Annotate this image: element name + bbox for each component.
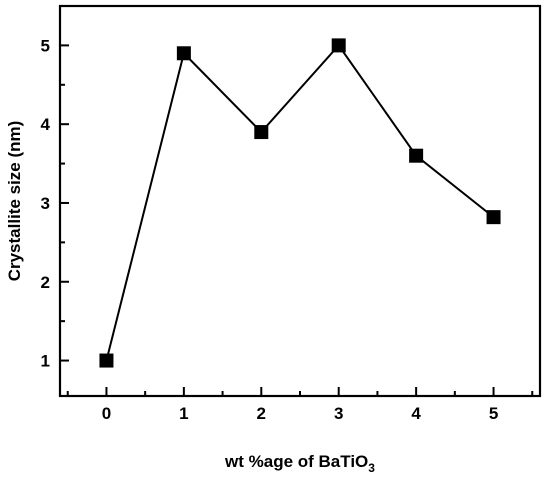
y-tick-label-3: 3 [41, 194, 50, 213]
x-tick-label-3: 3 [334, 404, 343, 423]
x-tick-label-0: 0 [102, 404, 111, 423]
y-tick-label-4: 4 [41, 115, 51, 134]
plot-frame [58, 4, 542, 398]
x-axis-ticks: 0 1 2 3 4 5 [66, 387, 534, 423]
data-point-0 [99, 353, 114, 368]
data-point-5 [486, 210, 501, 225]
x-tick-label-2: 2 [257, 404, 266, 423]
series-line-0 [105, 43, 495, 361]
series-layer [99, 38, 501, 368]
data-point-1 [176, 46, 191, 61]
y-tick-label-1: 1 [41, 352, 50, 371]
x-axis-title-text: wt %age of BaTiO [224, 452, 368, 471]
x-axis-title: wt %age of BaTiO3 [224, 452, 375, 475]
x-tick-label-4: 4 [411, 404, 421, 423]
x-tick-label-1: 1 [179, 404, 188, 423]
y-tick-label-2: 2 [41, 273, 50, 292]
x-tick-label-5: 5 [489, 404, 498, 423]
data-point-3 [331, 38, 346, 53]
y-axis-ticks: 1 2 3 4 5 [41, 5, 69, 371]
data-point-4 [409, 148, 424, 163]
data-point-2 [254, 125, 269, 140]
x-axis-title-subscript: 3 [368, 461, 375, 475]
y-axis-title: Crystallite size (nm) [5, 121, 24, 282]
y-tick-label-5: 5 [41, 36, 50, 55]
